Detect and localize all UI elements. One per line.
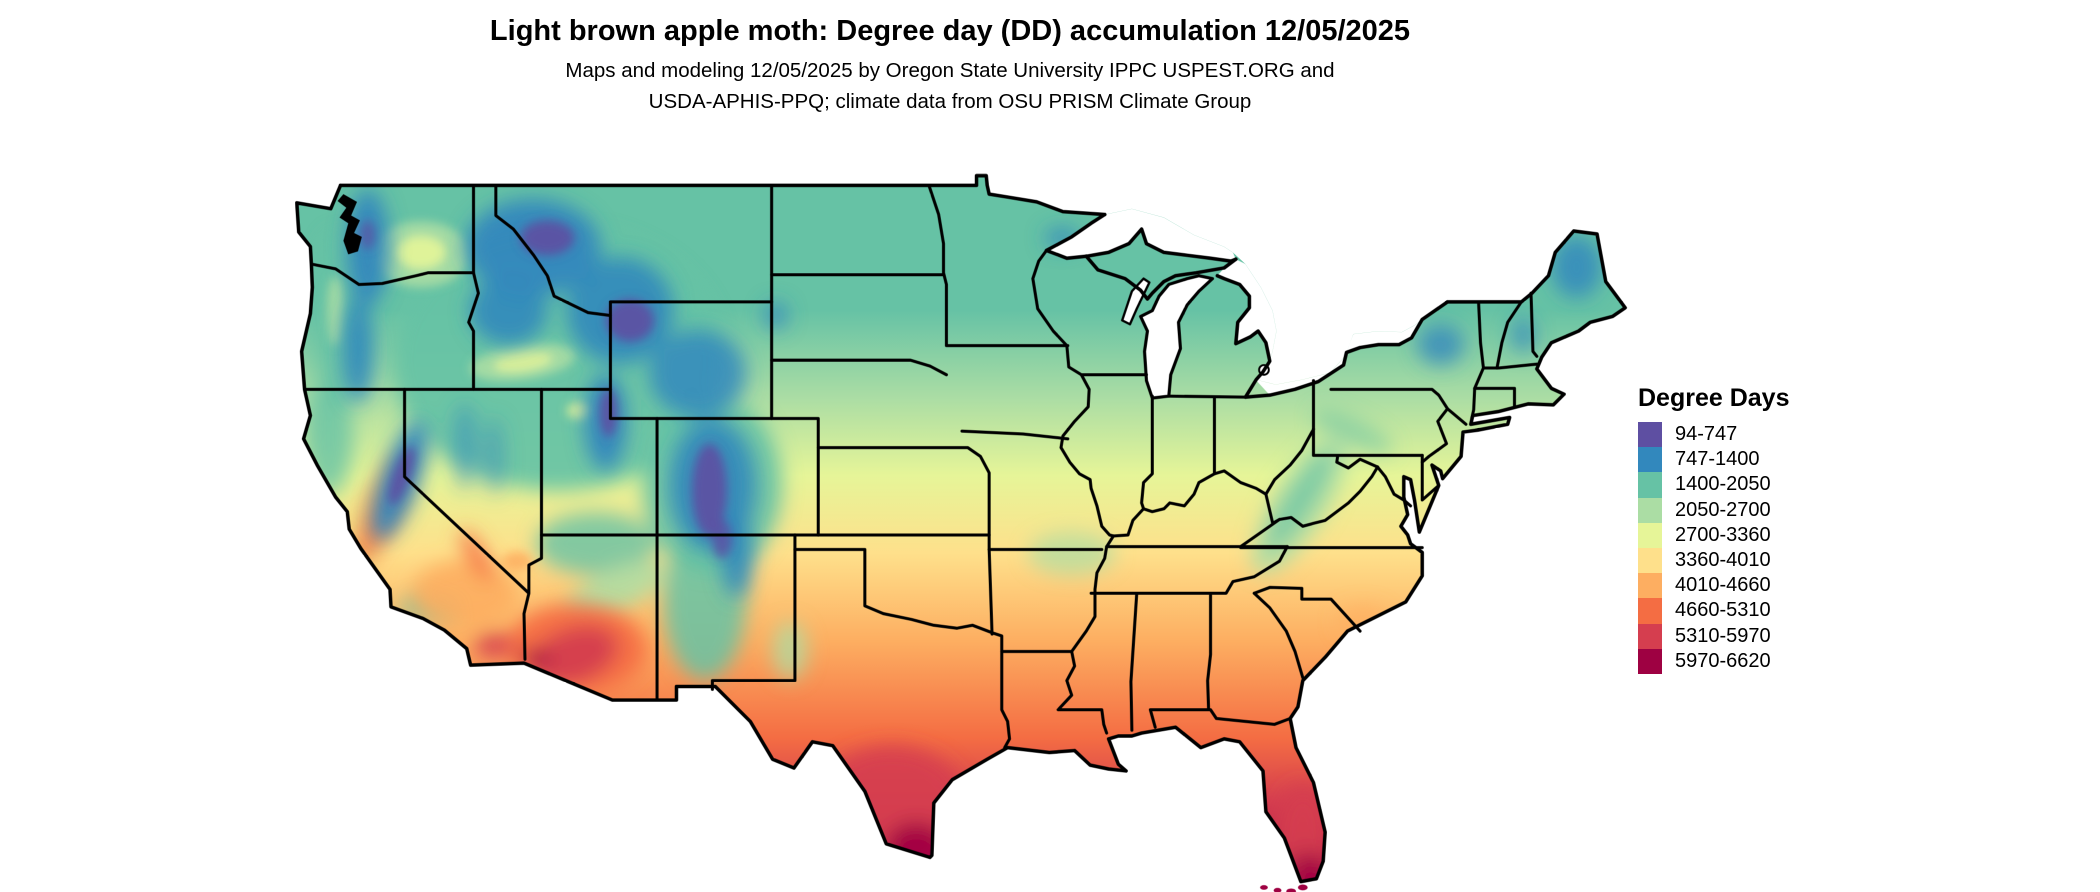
legend-label: 1400-2050 [1675, 473, 1771, 496]
degree-day-raster [296, 175, 1626, 882]
us-degree-day-map [285, 165, 1635, 892]
mountain-purple-overlays [359, 220, 732, 559]
legend-row: 2700-3360 [1638, 522, 1789, 548]
legend-label: 2700-3360 [1675, 523, 1771, 546]
legend: Degree Days 94-747 747-1400 1400-2050 2050-… [1638, 384, 1789, 674]
legend-row: 94-747 [1638, 422, 1789, 448]
map-subtitle: Maps and modeling 12/05/2025 by Oregon S… [0, 55, 1900, 117]
map-header: Light brown apple moth: Degree day (DD) … [0, 14, 1900, 117]
legend-label: 4660-5310 [1675, 599, 1771, 622]
upper-peninsula-shoreline [1084, 254, 1238, 301]
legend-label: 5970-6620 [1675, 649, 1771, 672]
legend-swatch [1638, 598, 1662, 624]
erie-ontario-shoreline [1243, 300, 1450, 399]
legend-row: 5310-5970 [1638, 623, 1789, 649]
map-subtitle-line1: Maps and modeling 12/05/2025 by Oregon S… [565, 59, 1335, 82]
legend-swatch [1638, 573, 1662, 599]
legend-row: 4010-4660 [1638, 573, 1789, 599]
legend-label: 4010-4660 [1675, 574, 1771, 597]
lake-erie [1256, 355, 1346, 396]
legend-swatch [1638, 547, 1662, 574]
florida-keys [1260, 884, 1308, 892]
legend-swatch [1638, 522, 1662, 548]
legend-swatch [1638, 623, 1662, 649]
map-title: Light brown apple moth: Degree day (DD) … [489, 15, 1411, 47]
legend-row: 4660-5310 [1638, 598, 1789, 624]
legend-title: Degree Days [1638, 384, 1790, 412]
legend-row: 747-1400 [1638, 447, 1789, 473]
legend-swatch [1638, 422, 1662, 448]
legend-label: 747-1400 [1675, 448, 1760, 471]
legend-swatch [1638, 472, 1662, 498]
superior-shoreline [1044, 212, 1238, 263]
legend-label: 2050-2700 [1675, 498, 1771, 521]
legend-swatch [1638, 497, 1662, 523]
legend-swatch [1638, 648, 1662, 674]
michigan-east-shoreline [1215, 273, 1272, 399]
state-borders [303, 183, 1539, 750]
legend-label: 5310-5970 [1675, 624, 1771, 647]
legend-row: 3360-4010 [1638, 547, 1789, 574]
map-subtitle-line2: USDA-APHIS-PPQ; climate data from OSU PR… [648, 90, 1252, 113]
legend-label: 94-747 [1675, 423, 1738, 446]
legend-row: 1400-2050 [1638, 472, 1789, 498]
legend-swatch [1638, 447, 1662, 473]
coastline [295, 173, 1627, 884]
legend-rows: 94-747 747-1400 1400-2050 2050-2700 2700-336… [1638, 422, 1789, 674]
lake-michigan [1139, 274, 1215, 400]
legend-row: 2050-2700 [1638, 497, 1789, 523]
puget-sound [337, 194, 362, 255]
lake-ontario [1346, 319, 1423, 353]
legend-label: 3360-4010 [1675, 549, 1771, 572]
us-map-svg [295, 173, 1627, 892]
legend-row: 5970-6620 [1638, 648, 1789, 674]
